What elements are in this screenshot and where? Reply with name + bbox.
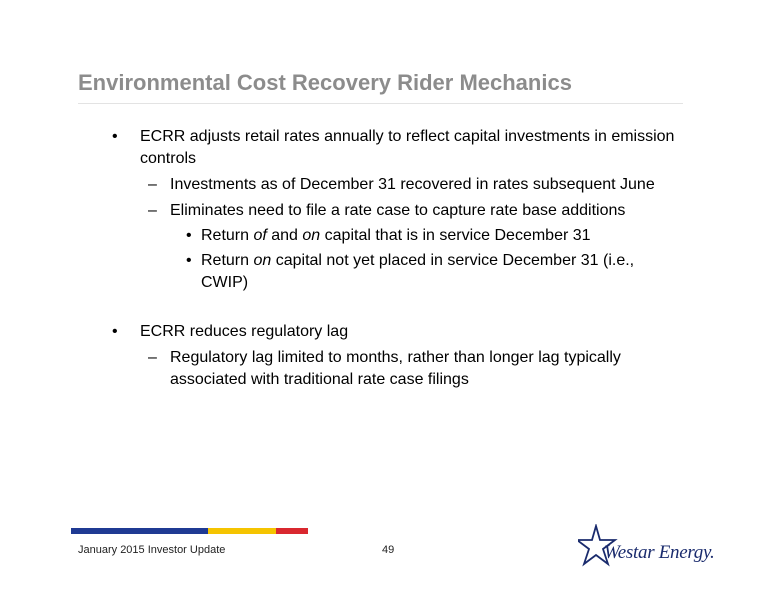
- emphasis-on: on: [302, 227, 321, 244]
- text-fragment: CWIP): [201, 274, 249, 291]
- bullet-item-1: • ECRR adjusts retail rates annually to …: [112, 126, 675, 148]
- bullet-marker: •: [112, 323, 118, 340]
- bullet-item-2: • ECRR reduces regulatory lag: [112, 321, 349, 343]
- westar-logo: Westar Energy.: [578, 522, 718, 570]
- sub-sub-bullet-2-cont: CWIP): [201, 272, 248, 294]
- footer-caption: January 2015 Investor Update: [78, 544, 226, 556]
- emphasis-of: of: [253, 227, 267, 244]
- star-icon: [578, 524, 618, 567]
- dash-marker: –: [148, 176, 157, 193]
- text-fragment: and: [266, 227, 303, 244]
- footer-bar-blue: [71, 528, 208, 534]
- emphasis-on: on: [253, 252, 272, 269]
- bullet-text: ECRR adjusts retail rates annually to re…: [140, 128, 675, 145]
- sub-sub-bullet-1: • Return of and on capital that is in se…: [186, 225, 591, 247]
- sub-bullet-3-cont: associated with traditional rate case fi…: [170, 369, 469, 391]
- bullet-text: controls: [140, 150, 197, 167]
- sub-bullet-text: Investments as of December 31 recovered …: [170, 176, 655, 193]
- text-fragment: capital not yet placed in service Decemb…: [271, 252, 635, 269]
- text-fragment: Return: [201, 227, 254, 244]
- slide-title: Environmental Cost Recovery Rider Mechan…: [78, 70, 572, 95]
- sub-bullet-text: Regulatory lag limited to months, rather…: [170, 349, 621, 366]
- bullet-marker: •: [186, 252, 192, 269]
- sub-sub-bullet-2: • Return on capital not yet placed in se…: [186, 250, 635, 272]
- bullet-text: ECRR reduces regulatory lag: [140, 323, 349, 340]
- bullet-marker: •: [112, 128, 118, 145]
- bullet-item-1-cont: controls: [140, 148, 196, 170]
- dash-marker: –: [148, 349, 157, 366]
- sub-bullet-text: Eliminates need to file a rate case to c…: [170, 202, 626, 219]
- dash-marker: –: [148, 202, 157, 219]
- logo-wordmark: Westar Energy.: [604, 542, 715, 563]
- text-fragment: capital that is in service December 31: [320, 227, 591, 244]
- footer-bar-red: [276, 528, 308, 534]
- sub-bullet-3: – Regulatory lag limited to months, rath…: [148, 347, 621, 369]
- sub-bullet-2: – Eliminates need to file a rate case to…: [148, 200, 626, 222]
- bullet-marker: •: [186, 227, 192, 244]
- footer-bar-yellow: [208, 528, 276, 534]
- sub-bullet-text: associated with traditional rate case fi…: [170, 371, 469, 388]
- page-number: 49: [382, 544, 395, 556]
- sub-bullet-1: – Investments as of December 31 recovere…: [148, 174, 655, 196]
- text-fragment: Return: [201, 252, 254, 269]
- title-divider: [78, 103, 683, 104]
